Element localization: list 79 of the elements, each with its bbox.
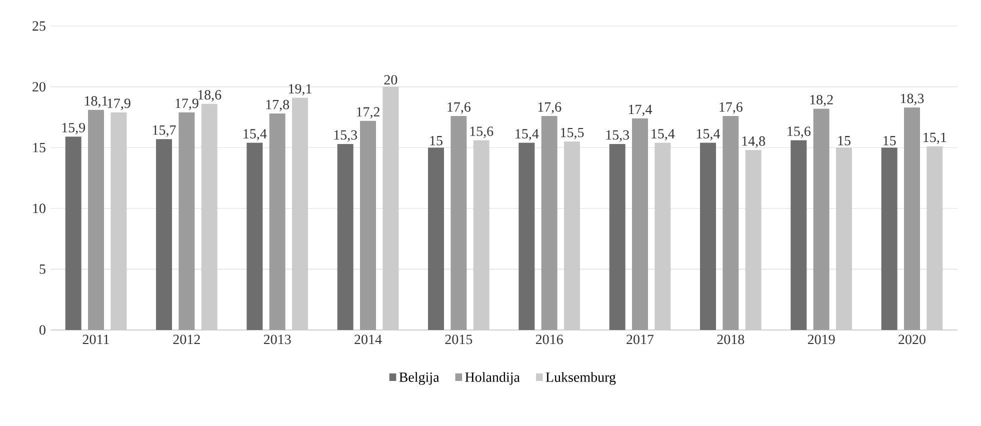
data-label: 18,6: [198, 90, 222, 102]
bar: [541, 116, 558, 330]
legend-label: Luksemburg: [546, 372, 616, 385]
data-label: 14,8: [742, 136, 766, 148]
bar: [632, 118, 648, 330]
data-label: 15,4: [244, 129, 267, 140]
bar: [722, 116, 739, 330]
bar: [382, 86, 399, 330]
bar: [836, 148, 852, 330]
x-tick-label: 2019: [808, 334, 835, 344]
bar: [428, 148, 444, 330]
x-tick-label: 2020: [898, 334, 926, 344]
data-label: 15,1: [924, 132, 946, 144]
data-label: 15,4: [696, 129, 720, 140]
data-label: 15,6: [470, 126, 494, 138]
bar: [156, 139, 172, 330]
data-label: 18,2: [810, 94, 833, 106]
data-label: 15,5: [560, 128, 584, 140]
y-tick-label: 10: [33, 204, 46, 214]
data-label: 15,7: [152, 125, 176, 137]
data-label: 15,6: [788, 126, 810, 138]
data-label: 17,9: [108, 98, 130, 110]
legend-label: Holandija: [465, 372, 520, 385]
bar: [745, 150, 762, 330]
y-tick-label: 0: [39, 325, 46, 335]
y-tick-label: 20: [32, 82, 46, 92]
bar: [450, 116, 467, 330]
data-label: 18,1: [84, 96, 108, 108]
bar: [564, 142, 580, 330]
data-label: 15,4: [652, 129, 675, 140]
data-label: 17,6: [448, 102, 471, 114]
bar: [360, 120, 376, 330]
y-tick-label: 15: [33, 142, 46, 152]
bar: [337, 144, 354, 330]
data-label: 17,4: [628, 104, 652, 116]
data-label: 17,9: [176, 98, 198, 110]
data-label: 19,1: [288, 84, 312, 96]
bar: [518, 142, 535, 330]
y-tick-label: 5: [40, 264, 46, 274]
data-label: 17,8: [266, 100, 290, 112]
x-tick-label: 2014: [354, 334, 382, 344]
bar: [881, 148, 898, 330]
legend-label: Belgija: [399, 372, 440, 385]
x-tick-label: 2013: [264, 334, 291, 344]
bar: [246, 142, 263, 330]
data-label: 15: [430, 136, 442, 146]
data-label: 20: [384, 75, 398, 85]
x-tick-label: 2017: [626, 334, 654, 344]
bar: [269, 114, 286, 330]
data-label: 17,2: [356, 107, 380, 119]
x-tick-label: 2011: [82, 334, 109, 344]
data-label: 15,9: [62, 122, 86, 134]
bar: [178, 112, 195, 330]
bar: [609, 144, 626, 330]
bar: [292, 98, 308, 330]
bar: [473, 140, 490, 330]
y-tick-label: 25: [32, 21, 46, 31]
bar: [813, 108, 830, 330]
bar: [926, 146, 943, 330]
data-label: 17,6: [538, 102, 562, 114]
bar: [110, 112, 127, 330]
bar: [654, 142, 671, 330]
data-label: 15,3: [606, 130, 630, 142]
data-label: 17,6: [720, 102, 742, 114]
bar: [790, 140, 807, 330]
x-tick-label: 2012: [173, 334, 200, 344]
bar: [904, 107, 920, 330]
bar: [201, 104, 218, 330]
data-label: 15,3: [334, 130, 358, 142]
bar: [65, 136, 82, 330]
data-label: 15,4: [516, 129, 539, 140]
bar: [88, 110, 104, 330]
data-label: 15: [884, 136, 896, 146]
data-label: 15: [838, 136, 850, 146]
x-tick-label: 2015: [445, 334, 472, 344]
x-tick-label: 2016: [536, 334, 563, 344]
x-tick-label: 2018: [717, 334, 744, 344]
data-label: 18,3: [900, 94, 924, 106]
bar: [700, 142, 716, 330]
